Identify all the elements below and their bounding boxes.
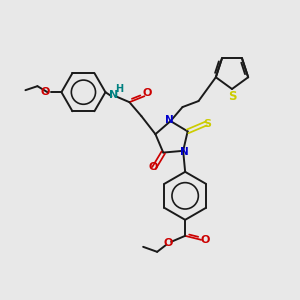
Text: N: N bbox=[180, 147, 188, 157]
Text: S: S bbox=[203, 118, 211, 128]
Text: H: H bbox=[116, 84, 124, 94]
Text: N: N bbox=[165, 115, 174, 125]
Text: O: O bbox=[148, 162, 158, 172]
Text: S: S bbox=[228, 90, 236, 103]
Text: O: O bbox=[200, 235, 210, 245]
Text: O: O bbox=[40, 87, 50, 97]
Text: O: O bbox=[164, 238, 173, 248]
Text: N: N bbox=[109, 90, 118, 100]
Text: O: O bbox=[143, 88, 152, 98]
